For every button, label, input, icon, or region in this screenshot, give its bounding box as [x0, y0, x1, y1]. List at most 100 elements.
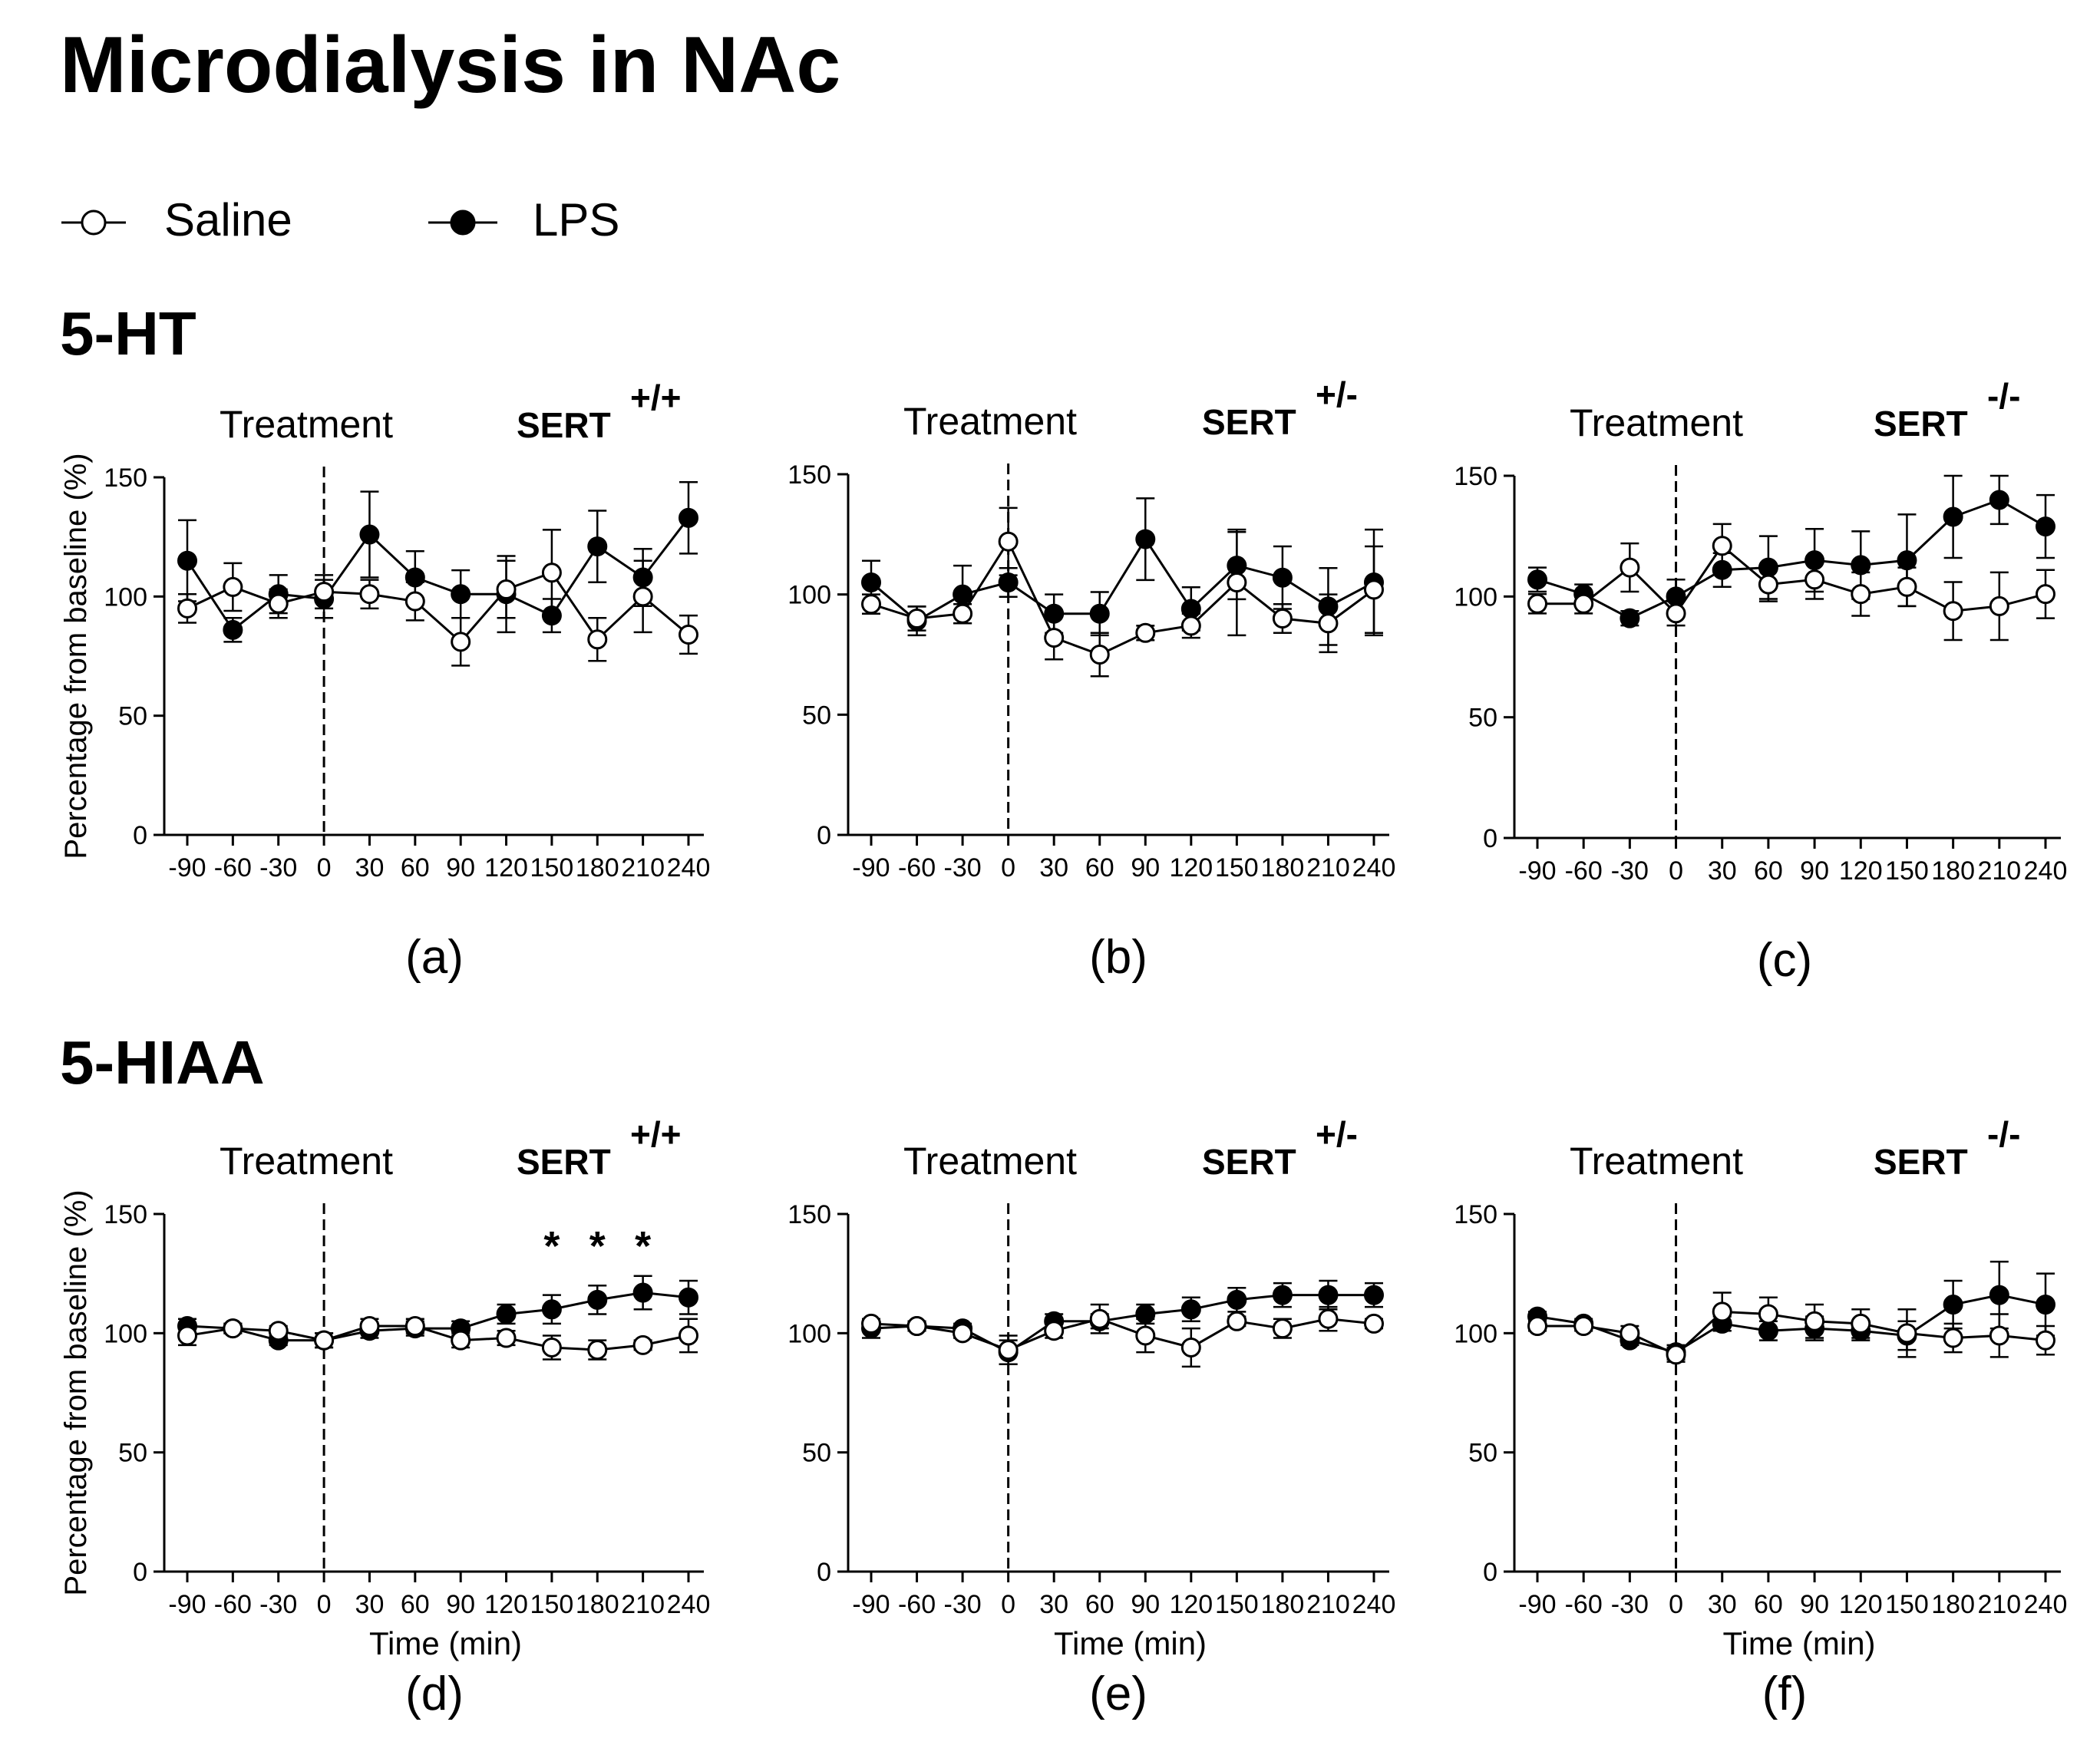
- x-tick-label: 90: [1131, 1590, 1160, 1619]
- data-point: [451, 584, 471, 605]
- series-saline: [177, 529, 698, 667]
- data-point: [1897, 576, 1917, 597]
- y-tick-label: 0: [1483, 824, 1497, 853]
- data-point: [1851, 555, 1871, 576]
- genotype-label: SERT: [517, 405, 611, 445]
- y-tick-label: 50: [118, 702, 147, 731]
- data-point: [1227, 1289, 1247, 1310]
- genotype-superscript: -/-: [1987, 376, 2020, 416]
- data-point: [223, 576, 243, 597]
- data-point: [587, 1289, 608, 1310]
- x-tick-label: 60: [1085, 1590, 1114, 1619]
- x-tick-label: 30: [1708, 1590, 1737, 1619]
- legend-label-saline: Saline: [164, 194, 292, 246]
- data-point: [1180, 1337, 1201, 1357]
- y-tick-label: 150: [1454, 1200, 1497, 1229]
- data-point: [1758, 1304, 1778, 1324]
- genotype-superscript: +/-: [1316, 374, 1358, 414]
- y-tick-label: 50: [118, 1439, 147, 1468]
- data-point: [314, 582, 335, 602]
- genotype-label: SERT: [1874, 404, 1968, 444]
- y-tick-label: 100: [104, 582, 147, 612]
- x-axis-title: Time (min): [1054, 1625, 1207, 1661]
- chart-panels: 0 50 100 150 -90 -60 -30 0 30 60 90 120 150 180 210 240…: [59, 374, 2067, 1720]
- genotype-superscript: +/+: [630, 378, 682, 417]
- data-point: [223, 1318, 243, 1339]
- data-point: [1364, 1285, 1384, 1305]
- data-point: [1620, 1323, 1640, 1344]
- y-axis-title: Percentage from baseline (%): [59, 1189, 93, 1595]
- data-point: [541, 1299, 562, 1320]
- series-lps: [1527, 474, 2055, 628]
- data-point: [1364, 579, 1384, 600]
- x-tick-label: 180: [1261, 853, 1305, 882]
- y-tick-label: 150: [104, 463, 147, 493]
- x-tick-label: 240: [667, 853, 711, 882]
- x-tick-label: 60: [1085, 853, 1114, 882]
- x-tick-label: 0: [317, 853, 332, 882]
- panel-label: (c): [1757, 934, 1812, 987]
- x-tick-label: 90: [446, 1590, 475, 1619]
- series-line: [187, 1324, 689, 1351]
- y-tick-label: 100: [104, 1319, 147, 1348]
- data-point: [1989, 1325, 2009, 1346]
- legend: Saline LPS: [61, 194, 619, 246]
- y-tick-label: 150: [788, 1200, 831, 1229]
- data-point: [679, 1287, 698, 1308]
- data-point: [632, 1282, 653, 1303]
- x-tick-label: 0: [1669, 1590, 1683, 1619]
- data-point: [1943, 1328, 1963, 1348]
- data-point: [541, 562, 562, 583]
- significance-star: *: [589, 1223, 606, 1269]
- data-point: [1620, 608, 1640, 628]
- series-line: [1537, 1294, 2046, 1354]
- treatment-label: Treatment: [1570, 401, 1743, 444]
- x-tick-label: 180: [576, 1590, 619, 1619]
- data-point: [1989, 490, 2009, 510]
- section-title-5ht: 5-HT: [60, 299, 196, 368]
- x-tick-label: -30: [1611, 856, 1649, 886]
- x-tick-label: 30: [355, 1590, 385, 1619]
- data-point: [1897, 1323, 1917, 1344]
- x-tick-label: 210: [1306, 1590, 1350, 1619]
- x-tick-label: 60: [401, 1590, 430, 1619]
- data-point: [1272, 1318, 1293, 1339]
- x-tick-label: -90: [1518, 1590, 1556, 1619]
- x-tick-label: -60: [1565, 856, 1603, 886]
- x-tick-label: 240: [1352, 853, 1396, 882]
- data-point: [1180, 1299, 1201, 1320]
- x-tick-label: 60: [401, 853, 430, 882]
- series-saline: [1527, 523, 2055, 642]
- data-point: [1318, 1285, 1339, 1305]
- data-point: [1804, 569, 1825, 590]
- data-point: [632, 586, 653, 607]
- x-tick-label: -90: [168, 853, 206, 882]
- y-tick-label: 150: [788, 460, 831, 490]
- y-tick-label: 100: [788, 581, 831, 610]
- x-tick-label: 240: [2024, 856, 2068, 886]
- data-point: [1758, 574, 1778, 595]
- data-point: [632, 1334, 653, 1355]
- significance-star: *: [543, 1223, 560, 1269]
- data-point: [496, 1304, 517, 1324]
- data-point: [587, 536, 608, 557]
- series-line: [1537, 544, 2046, 615]
- data-point: [1666, 1344, 1686, 1365]
- data-point: [1943, 1295, 1963, 1315]
- x-tick-label: 240: [2024, 1590, 2068, 1619]
- x-tick-label: 150: [530, 853, 574, 882]
- data-point: [1135, 622, 1156, 643]
- data-point: [451, 1330, 471, 1351]
- series-line: [1537, 498, 2046, 620]
- x-tick-label: 120: [1169, 853, 1213, 882]
- data-point: [1804, 1311, 1825, 1331]
- legend-label-lps: LPS: [533, 194, 619, 246]
- y-tick-label: 50: [1468, 704, 1497, 733]
- x-tick-label: 30: [1039, 1590, 1068, 1619]
- data-point: [2036, 584, 2055, 605]
- data-point: [1573, 593, 1594, 614]
